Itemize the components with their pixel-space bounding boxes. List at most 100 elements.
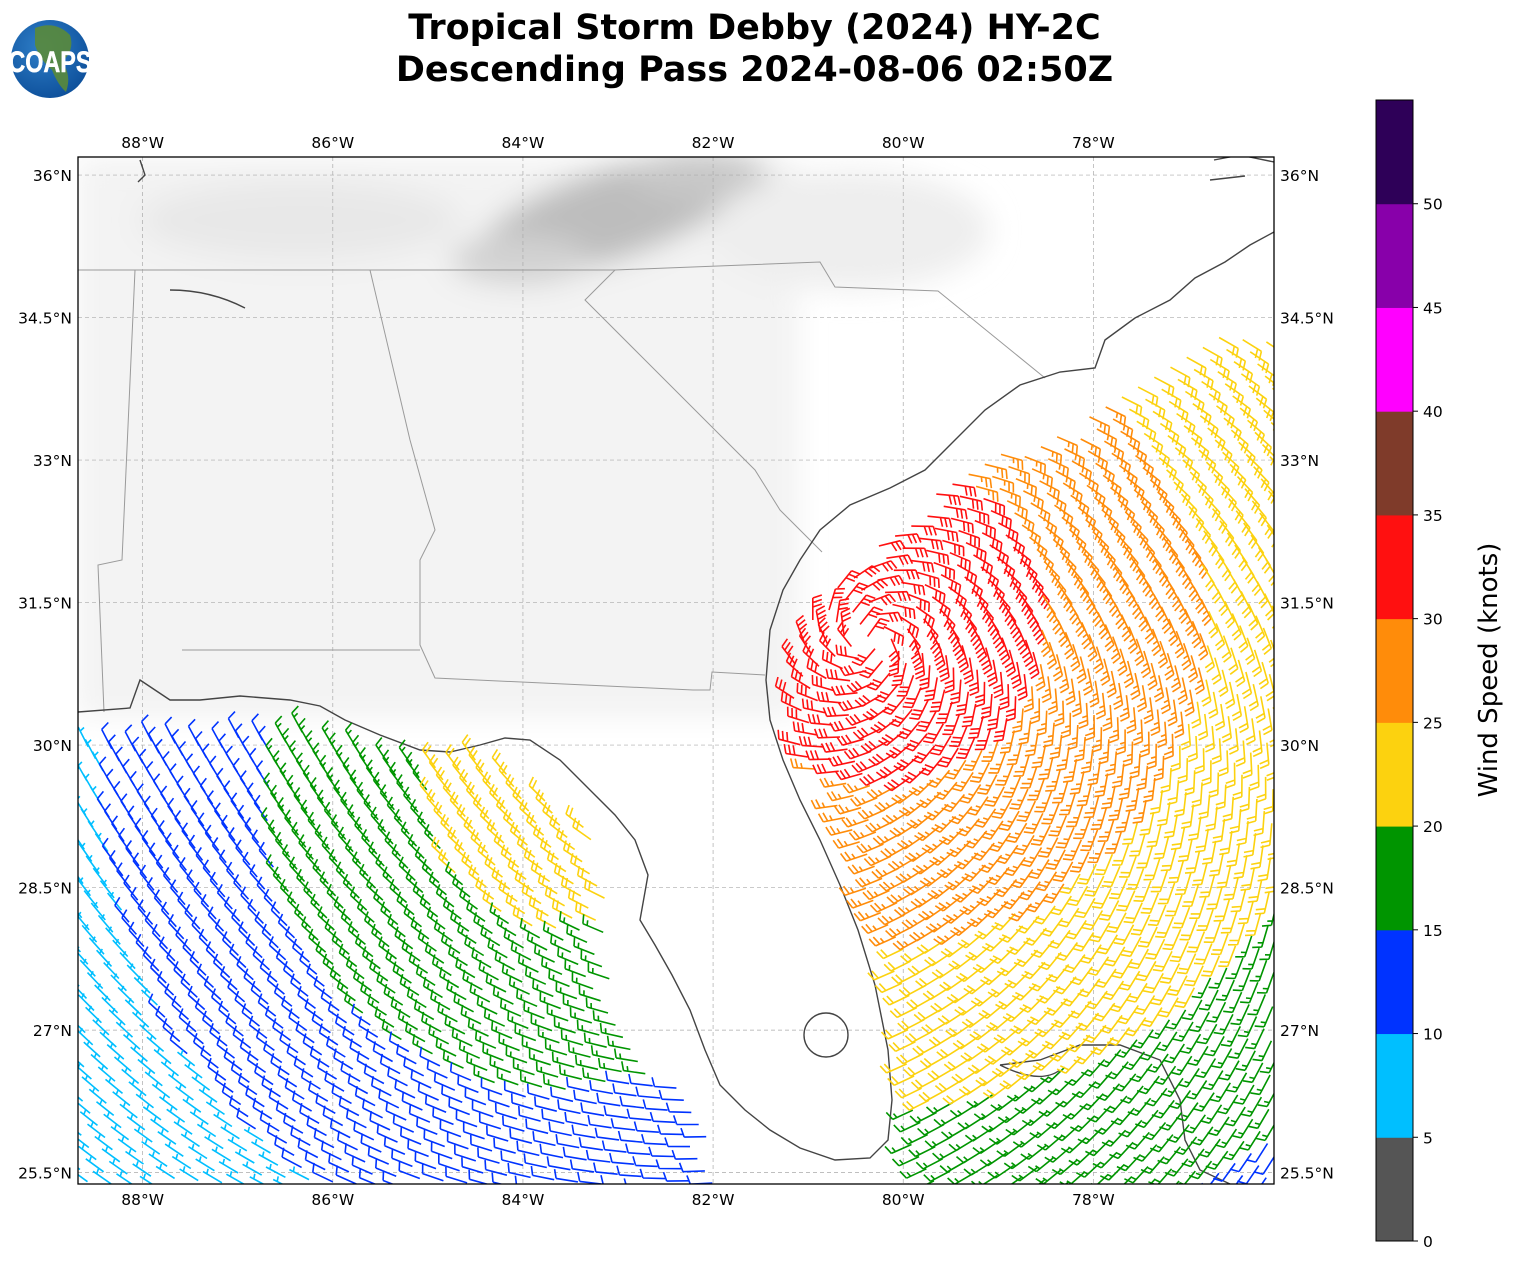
wind-barb xyxy=(119,1101,138,1119)
lon-tick-label-bottom: 88°W xyxy=(121,1191,164,1209)
wind-barb xyxy=(1263,789,1274,815)
wind-barb xyxy=(1159,422,1180,446)
wind-barb xyxy=(996,959,1022,977)
wind-barb xyxy=(949,551,971,571)
wind-barb xyxy=(580,949,603,968)
wind-barb xyxy=(1160,687,1171,715)
wind-barb xyxy=(1167,975,1188,996)
wind-barb xyxy=(1247,879,1263,903)
wind-barb xyxy=(1140,892,1160,914)
wind-barb xyxy=(484,1160,508,1176)
wind-barb xyxy=(976,888,1001,907)
wind-barb xyxy=(1027,778,1045,801)
lat-tick-label-right: 34.5°N xyxy=(1280,310,1334,328)
wind-barb xyxy=(854,877,883,888)
wind-barb xyxy=(789,758,816,770)
wind-barb xyxy=(1209,1172,1220,1184)
wind-barb xyxy=(172,844,187,871)
wind-barb xyxy=(500,1150,524,1167)
wind-barb xyxy=(885,590,912,602)
wind-barb xyxy=(1010,1018,1036,1035)
wind-barb xyxy=(469,982,491,1003)
wind-barb xyxy=(146,1034,165,1053)
wind-barb xyxy=(952,483,977,497)
wind-barb xyxy=(1030,825,1051,846)
wind-barb xyxy=(148,1151,168,1167)
wind-barb xyxy=(1080,438,1102,459)
wind-barb xyxy=(1136,604,1149,632)
wind-barb xyxy=(442,778,459,805)
wind-barb xyxy=(499,997,522,1017)
wind-barb xyxy=(1101,865,1121,888)
wind-barb xyxy=(544,1038,568,1056)
wind-barb xyxy=(1013,754,1030,777)
wind-barb xyxy=(179,1166,199,1182)
wind-barb xyxy=(956,564,978,586)
wind-barb xyxy=(919,872,947,887)
wind-barb xyxy=(613,1048,638,1063)
wind-barb xyxy=(948,586,967,610)
wind-barb xyxy=(1099,1014,1123,1034)
wind-barb xyxy=(344,839,362,865)
wind-barb xyxy=(974,727,992,751)
wind-barb xyxy=(440,814,458,839)
wind-barb xyxy=(593,1162,618,1175)
wind-barb xyxy=(1177,677,1188,705)
wind-barb xyxy=(931,815,957,833)
wind-barb xyxy=(1041,676,1052,704)
wind-barb xyxy=(1076,656,1087,684)
wind-barb xyxy=(227,1136,248,1152)
lat-tick-label-right: 27°N xyxy=(1280,1022,1319,1040)
wind-barb xyxy=(243,968,262,993)
lat-tick-label-right: 30°N xyxy=(1280,737,1319,755)
wind-barb xyxy=(313,1127,335,1149)
wind-barb xyxy=(872,833,900,846)
wind-barb xyxy=(1174,630,1185,659)
wind-barb xyxy=(1143,432,1164,456)
wind-barb xyxy=(592,1010,616,1026)
wind-barb xyxy=(1202,840,1217,865)
wind-barb xyxy=(1255,1123,1274,1142)
wind-barb xyxy=(818,631,836,657)
wind-barb xyxy=(1064,631,1075,660)
lat-tick-label-left: 33°N xyxy=(33,452,72,470)
wind-barbs xyxy=(78,336,1274,1184)
wind-barb xyxy=(157,1128,177,1145)
wind-barb xyxy=(1111,452,1132,475)
wind-barb xyxy=(512,786,530,812)
wind-barb xyxy=(1082,668,1094,696)
wind-barb xyxy=(680,1127,707,1138)
wind-barb xyxy=(1004,971,1030,989)
wind-barb xyxy=(114,896,130,923)
wind-barb xyxy=(1049,734,1063,760)
wind-barb xyxy=(810,799,838,810)
wind-barb xyxy=(839,664,867,677)
wind-barb xyxy=(883,625,905,646)
wind-barb xyxy=(1250,845,1264,870)
wind-barb xyxy=(1031,468,1053,488)
wind-barb xyxy=(1104,751,1118,777)
wind-barb xyxy=(236,955,254,981)
wind-barb xyxy=(1181,643,1192,671)
wind-barb xyxy=(1254,891,1270,915)
wind-barb xyxy=(569,853,591,875)
wind-barb xyxy=(432,1106,454,1126)
wind-barb xyxy=(226,861,242,888)
wind-barb xyxy=(949,725,968,748)
wind-barb xyxy=(1014,1098,1041,1114)
wind-barb xyxy=(835,768,863,781)
wind-barb xyxy=(790,667,811,690)
wind-barb xyxy=(609,1152,634,1165)
wind-barb xyxy=(489,1055,512,1074)
wind-barb xyxy=(1248,385,1268,409)
wind-barb xyxy=(127,805,141,833)
wind-barb xyxy=(1097,1049,1122,1068)
wind-barb xyxy=(1113,682,1124,710)
wind-barb xyxy=(881,696,906,716)
wind-barb xyxy=(1250,1074,1271,1096)
wind-barb xyxy=(360,1133,382,1153)
wind-barb xyxy=(1272,387,1274,391)
wind-barb xyxy=(888,650,900,677)
wind-barb xyxy=(901,767,927,784)
wind-barb xyxy=(1183,1114,1206,1134)
